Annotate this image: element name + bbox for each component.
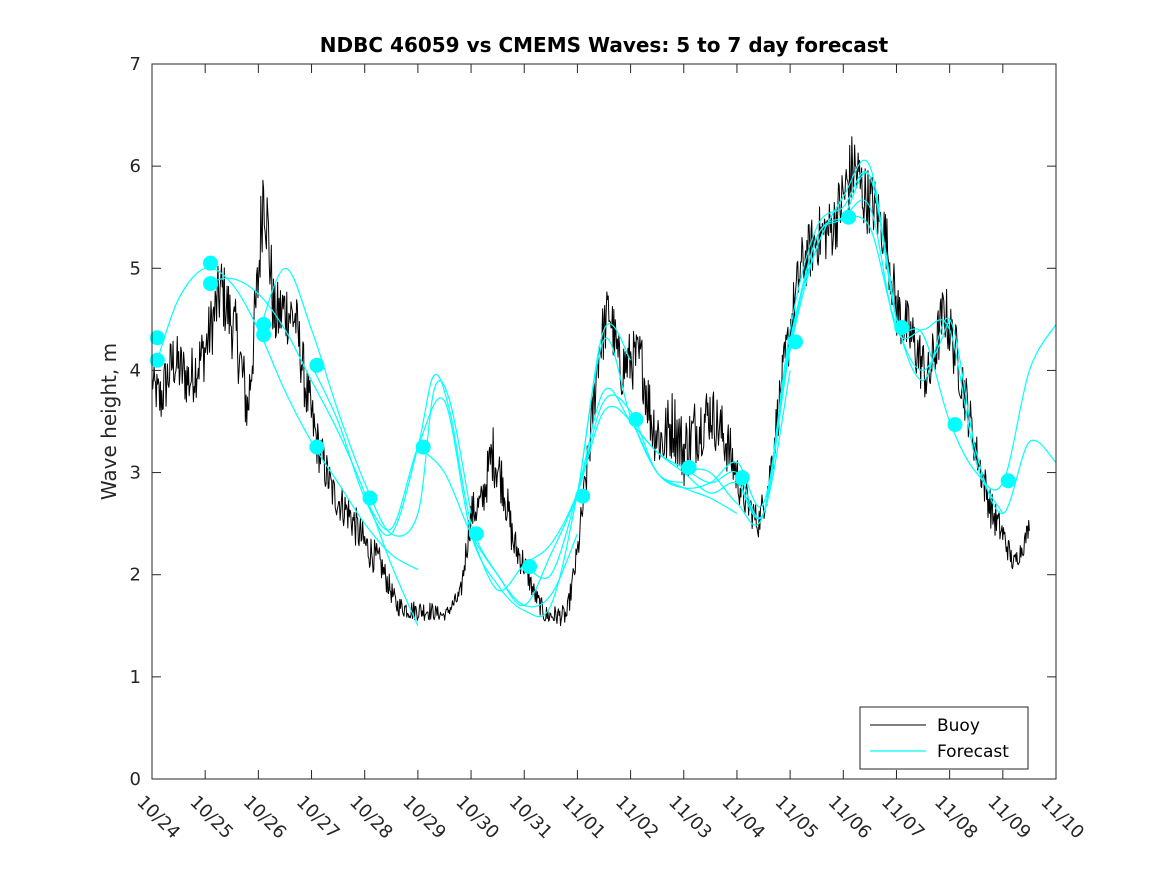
legend-box [859, 706, 1029, 770]
forecast-marker [841, 209, 857, 225]
forecast-line-12 [789, 172, 1057, 515]
forecast-marker [575, 488, 591, 504]
forecast-line-0 [156, 267, 419, 571]
forecast-marker [149, 330, 165, 346]
forecast-marker [202, 255, 218, 271]
forecast-marker [309, 357, 325, 373]
legend-label-forecast: Forecast [937, 742, 1009, 762]
forecast-marker [415, 439, 431, 455]
forecast-marker [734, 470, 750, 486]
forecast-line-6 [470, 405, 738, 592]
buoy-series [151, 136, 1030, 627]
forecast-marker [256, 327, 272, 343]
forecast-marker [149, 352, 165, 368]
y-tick-label: 4 [130, 360, 141, 381]
y-tick-label: 6 [130, 156, 141, 177]
forecast-marker [1000, 473, 1016, 489]
forecast-marker [522, 559, 538, 575]
buoy-line [151, 136, 1030, 627]
forecast-marker [628, 411, 644, 427]
forecast-marker [202, 276, 218, 292]
forecast-marker [468, 526, 484, 542]
plot-frame [151, 63, 1057, 780]
forecast-marker [947, 417, 963, 433]
forecast-marker [681, 459, 697, 475]
y-tick-label: 5 [130, 258, 141, 279]
forecast-marker [309, 439, 325, 455]
forecast-markers [149, 209, 1016, 575]
y-axis-label: Wave height, m [97, 343, 121, 500]
y-tick-label: 1 [130, 667, 141, 688]
forecast-marker [894, 320, 910, 336]
chart-title: NDBC 46059 vs CMEMS Waves: 5 to 7 day fo… [320, 33, 889, 57]
forecast-line-2 [257, 267, 472, 537]
legend-label-buoy: Buoy [937, 716, 980, 736]
legend: Buoy Forecast [859, 706, 1029, 770]
y-tick-label: 0 [130, 769, 141, 790]
forecast-line-11 [736, 199, 1004, 520]
y-axis: 0 1 2 3 4 5 6 7 [130, 54, 1056, 790]
y-tick-label: 2 [130, 565, 141, 586]
forecast-marker [787, 334, 803, 350]
y-tick-label: 3 [130, 463, 141, 484]
forecast-line-1 [205, 277, 419, 627]
plot-area [152, 64, 1056, 779]
y-tick-label: 7 [130, 54, 141, 75]
forecast-marker [362, 490, 378, 506]
